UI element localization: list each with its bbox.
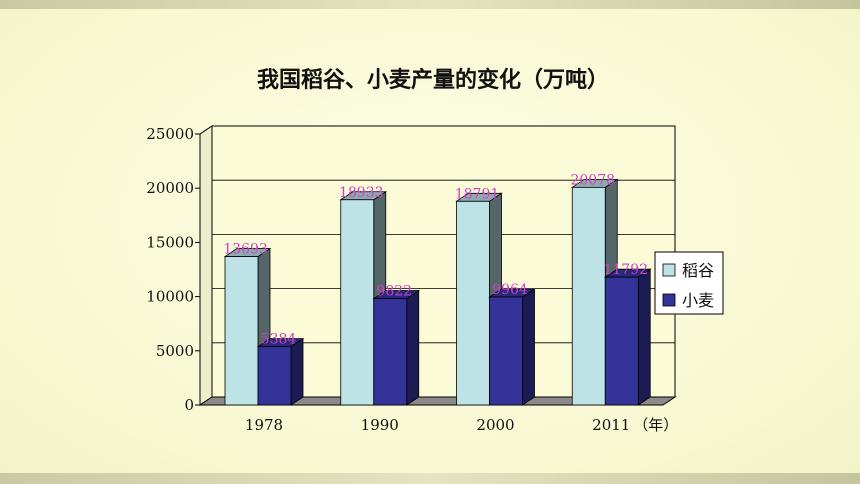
data-label: 11792 <box>603 262 648 278</box>
y-tick-label: 20000 <box>146 179 194 197</box>
bar-稻谷-1990 <box>340 199 375 406</box>
y-tick-label: 5000 <box>156 342 194 360</box>
y-tick-label: 25000 <box>146 125 194 143</box>
chart-title: 我国稻谷、小麦产量的变化（万吨） <box>257 67 609 93</box>
bar-小麦-2011 <box>604 276 639 406</box>
legend-label: 稻谷 <box>682 261 714 280</box>
bar-side <box>522 288 535 406</box>
data-label: 5384 <box>261 332 297 348</box>
plot-side-wall <box>199 125 213 406</box>
data-label: 18933 <box>339 185 384 201</box>
legend-label: 小麦 <box>682 291 714 310</box>
data-label: 9964 <box>492 282 528 298</box>
bar-稻谷-2000 <box>456 200 490 406</box>
legend-swatch <box>662 293 676 307</box>
x-tick-label: 1978 <box>245 416 283 434</box>
bar-小麦-1978 <box>257 346 292 406</box>
x-unit-label: （年） <box>633 416 678 434</box>
data-label: 18791 <box>455 186 500 202</box>
legend-swatch <box>662 263 676 277</box>
y-tick-label: 0 <box>184 396 194 414</box>
bar-side <box>290 337 304 406</box>
y-tick-label: 15000 <box>146 233 194 251</box>
bar-side <box>637 268 651 406</box>
data-label: 9822 <box>376 284 412 300</box>
data-label: 20078 <box>570 172 615 188</box>
bar-小麦-1990 <box>373 298 408 406</box>
bottom-decor-band <box>0 473 860 484</box>
x-tick-label: 2000 <box>476 416 514 434</box>
x-tick-label: 1990 <box>361 416 399 434</box>
y-tick-label: 10000 <box>146 288 194 306</box>
x-tick-label: 2011 <box>592 416 630 434</box>
bar-稻谷-2011 <box>571 186 606 406</box>
bar-side <box>406 289 420 406</box>
top-decor-band <box>0 0 860 9</box>
bar-稻谷-1978 <box>224 256 259 406</box>
bar-小麦-2000 <box>489 296 523 406</box>
data-label: 13693 <box>223 242 268 258</box>
plot-area: 0 5000 10000 15000 20000 25000 13693 5384 1978 18… <box>146 125 678 434</box>
